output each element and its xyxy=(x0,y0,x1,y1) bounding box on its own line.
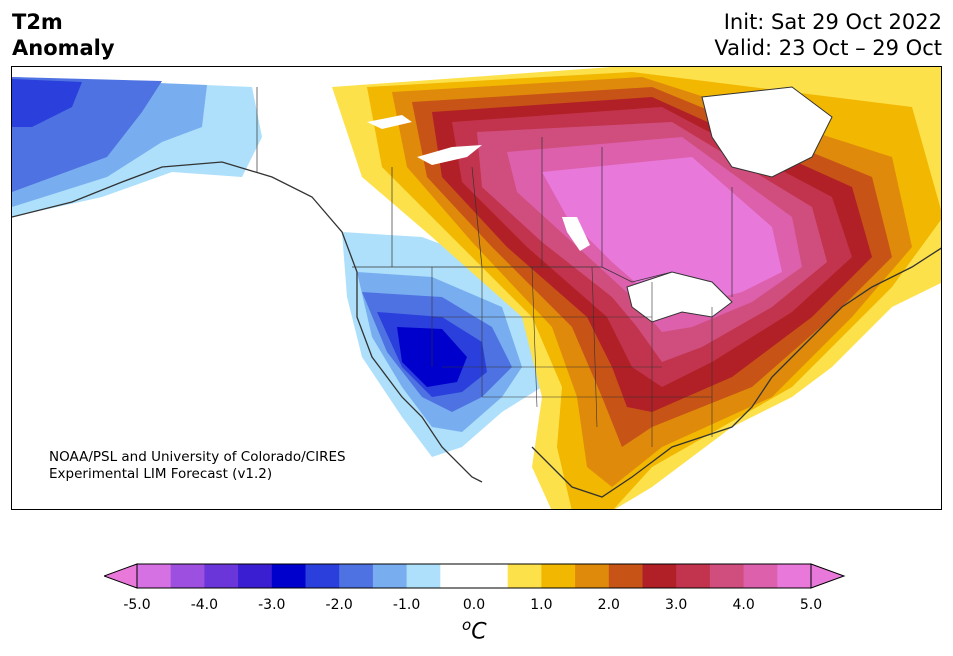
colorbar-segment xyxy=(474,564,509,588)
colorbar-segment xyxy=(372,564,408,588)
colorbar-segment xyxy=(238,564,273,588)
colorbar-segment xyxy=(642,564,677,588)
credit-line-2: Experimental LIM Forecast (v1.2) xyxy=(49,466,273,482)
anomaly-map xyxy=(11,66,942,510)
credit-line-1: NOAA/PSL and University of Colorado/CIRE… xyxy=(49,449,346,465)
date-info: Init: Sat 29 Oct 2022 Valid: 23 Oct – 29… xyxy=(714,9,942,61)
lake-3 xyxy=(562,217,590,251)
lake-1 xyxy=(417,145,482,165)
colorbar-segment xyxy=(709,564,745,588)
colorbar-tick-label: 4.0 xyxy=(732,597,755,613)
title-line-2: Anomaly xyxy=(12,36,115,60)
us-canada-border xyxy=(352,266,673,283)
colorbar-segment xyxy=(406,564,441,588)
lake-2 xyxy=(367,115,412,129)
colorbar-segment xyxy=(170,564,205,588)
colorbar-ticks: -5.0 -4.0 -3.0 -2.0 -1.0 0.0 1.0 2.0 3.0 4.0 5.0 xyxy=(0,597,953,617)
colorbar-segment xyxy=(271,564,306,588)
colorbar-tick-label: 1.0 xyxy=(530,597,553,613)
colorbar-segment xyxy=(575,564,610,588)
units-degree: o xyxy=(462,616,472,634)
coastline-gulf xyxy=(531,247,941,498)
colorbar-extend-low xyxy=(102,563,138,589)
colorbar-tick-label: 2.0 xyxy=(597,597,620,613)
colorbar-segment xyxy=(204,564,239,588)
colorbar-segment xyxy=(608,564,643,588)
hudson-bay xyxy=(701,86,833,178)
colorbar-tick-label: -2.0 xyxy=(325,597,353,613)
colorbar-segment xyxy=(743,564,778,588)
colorbar-tick-label: 5.0 xyxy=(799,597,823,613)
colorbar-tick-label: 0.0 xyxy=(462,597,486,613)
credit-text: NOAA/PSL and University of Colorado/CIRE… xyxy=(49,449,346,483)
canada-provinces xyxy=(256,87,733,297)
colorbar-tick-label: -5.0 xyxy=(123,597,151,613)
us-states xyxy=(431,266,713,447)
colorbar-segment xyxy=(541,564,576,588)
colorbar-segment xyxy=(676,564,711,588)
colorbar-extend-high xyxy=(810,563,846,589)
colorbar-segment xyxy=(305,564,340,588)
colorbar-segment xyxy=(507,564,542,588)
colorbar-units: oC xyxy=(462,616,487,644)
colorbar-segment xyxy=(777,564,812,588)
colorbar-segment xyxy=(137,564,172,588)
colorbar-tick-label: 3.0 xyxy=(665,597,688,613)
colorbar xyxy=(102,563,850,593)
map-title: T2m Anomaly xyxy=(12,9,115,61)
valid-range: Valid: 23 Oct – 29 Oct xyxy=(714,36,942,60)
coastline-west xyxy=(12,161,483,483)
units-letter: C xyxy=(471,619,487,645)
title-line-1: T2m xyxy=(12,10,63,34)
colorbar-tick-label: -3.0 xyxy=(258,597,286,613)
colorbar-segment xyxy=(339,564,374,588)
alaska-cold-core xyxy=(12,79,82,127)
init-date: Init: Sat 29 Oct 2022 xyxy=(723,10,942,34)
colorbar-segment xyxy=(440,564,475,588)
colorbar-tick-label: -1.0 xyxy=(392,597,421,613)
colorbar-tick-label: -4.0 xyxy=(190,597,219,613)
